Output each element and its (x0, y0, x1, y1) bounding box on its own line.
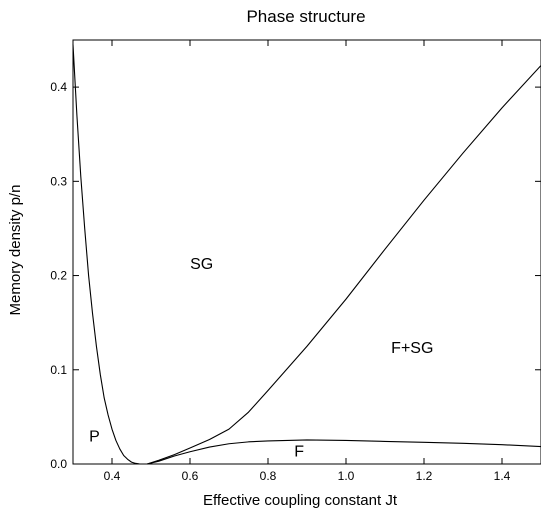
region-label-p: P (89, 428, 100, 445)
y-tick-label: 0.3 (50, 174, 67, 188)
x-tick-label: 1.2 (416, 469, 433, 483)
y-tick-label: 0.1 (50, 363, 67, 377)
region-label-f-sg: F+SG (391, 340, 433, 357)
y-axis-title: Memory density p/n (7, 185, 24, 316)
plot-frame (72, 39, 541, 465)
p-sg-boundary-curve (72, 44, 148, 465)
chart-title: Phase structure (246, 7, 365, 26)
x-tick-label: 1.0 (338, 469, 355, 483)
y-tick-label: 0.2 (50, 269, 67, 283)
x-tick-label: 0.4 (104, 469, 121, 483)
x-axis-title: Effective coupling constant Jt (203, 492, 398, 509)
x-tick-label: 0.6 (182, 469, 199, 483)
y-tick-label: 0.0 (50, 457, 67, 471)
region-label-f: F (294, 443, 304, 460)
x-tick-label: 1.4 (494, 469, 511, 483)
y-tick-label: 0.4 (50, 80, 67, 94)
x-tick-label: 0.8 (260, 469, 277, 483)
region-label-sg: SG (190, 256, 213, 273)
sg-fsg-boundary-curve (146, 64, 541, 465)
f-fsg-boundary-curve (146, 439, 541, 465)
